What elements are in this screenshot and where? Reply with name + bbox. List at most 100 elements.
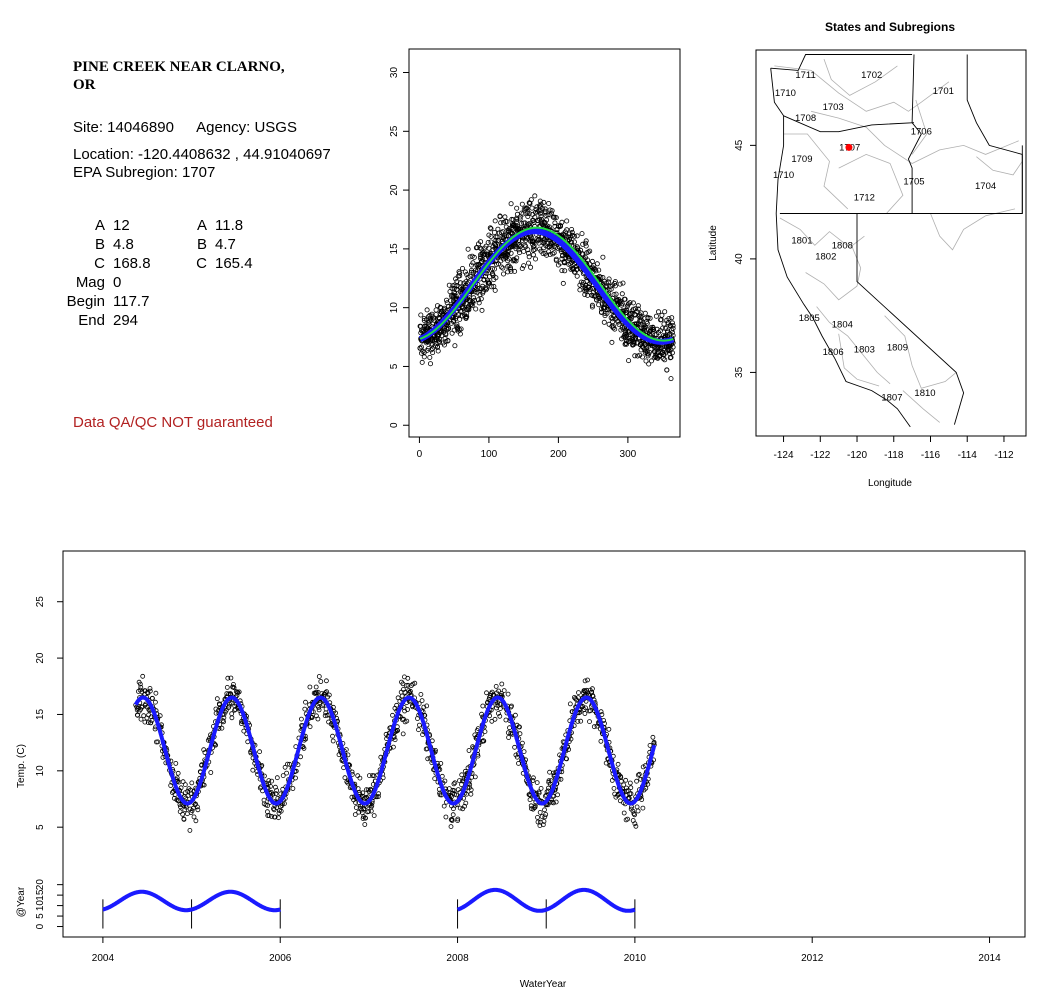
data-point [596, 293, 602, 299]
state-boundary [907, 54, 922, 214]
data-point [644, 348, 650, 354]
data-point [435, 303, 441, 309]
data-point [316, 674, 322, 679]
data-point [506, 735, 512, 740]
data-point [611, 785, 617, 791]
data-point [175, 770, 181, 776]
data-point [307, 724, 313, 730]
data-point [147, 688, 153, 694]
y-tick-label: 25 [389, 125, 400, 137]
data-point [587, 281, 593, 287]
data-point [537, 809, 543, 815]
y-tick-label: 45 [734, 139, 745, 151]
data-point [657, 353, 663, 359]
station-title: PINE CREEK NEAR CLARNO, OR [73, 58, 285, 94]
data-point [303, 736, 309, 742]
data-point [190, 805, 196, 811]
data-point [448, 298, 454, 304]
data-point [481, 276, 487, 282]
data-point [525, 250, 531, 256]
data-point [610, 323, 616, 329]
data-point [418, 312, 424, 318]
data-point [202, 750, 208, 755]
data-point [489, 271, 495, 277]
data-point [492, 266, 498, 272]
data-point [168, 783, 174, 788]
data-point [228, 675, 234, 681]
data-point [430, 338, 436, 344]
data-point [566, 237, 572, 243]
param-row: End 294 [57, 311, 295, 330]
data-point [138, 684, 144, 690]
data-point [426, 321, 432, 327]
data-point [428, 361, 434, 367]
y-tick-label: 5 [35, 824, 46, 830]
data-point [526, 254, 532, 260]
map-plot-frame [755, 49, 1027, 437]
data-point [505, 263, 511, 269]
data-point [546, 200, 552, 206]
data-point [497, 706, 503, 712]
data-point [419, 359, 425, 365]
data-point [465, 246, 471, 252]
data-point [529, 205, 535, 211]
data-point [566, 231, 572, 237]
data-point [293, 775, 298, 781]
data-point [455, 328, 461, 334]
data-point [632, 353, 638, 359]
data-point [500, 271, 506, 277]
state-boundary [966, 54, 1023, 155]
timeseries-axes: 5 10 15 20 25 [35, 596, 63, 830]
data-point [531, 243, 537, 249]
data-point [442, 335, 448, 341]
param-v1: 294 [113, 312, 139, 329]
data-point [537, 823, 543, 829]
data-point [654, 355, 660, 361]
data-point [219, 725, 225, 731]
data-point [624, 304, 630, 310]
data-point [468, 301, 474, 307]
state-boundary [770, 68, 785, 214]
data-point [527, 200, 533, 206]
data-point [560, 253, 566, 259]
subregion-label: 1806 [823, 347, 844, 358]
timeseries-points [133, 673, 657, 833]
data-point [489, 689, 495, 695]
data-point [480, 283, 486, 289]
data-point [505, 691, 511, 697]
data-point [505, 232, 511, 238]
data-point [494, 234, 500, 240]
data-point [487, 280, 493, 286]
data-point [623, 341, 629, 347]
data-point [257, 749, 263, 755]
data-point [484, 690, 489, 696]
param-v1: 117.7 [113, 293, 150, 310]
data-point [602, 310, 608, 316]
data-point [567, 261, 573, 267]
data-point [276, 815, 281, 821]
data-point [609, 777, 615, 783]
data-point [637, 342, 643, 348]
data-point [476, 297, 482, 303]
data-point [185, 793, 191, 799]
data-point [448, 824, 454, 830]
data-point [478, 296, 484, 302]
data-point [519, 265, 525, 271]
data-point [214, 696, 220, 702]
data-point [493, 275, 499, 281]
param-row: A 12 A 11.8 [57, 216, 295, 235]
data-point [404, 718, 410, 724]
data-point [280, 773, 286, 779]
data-point [664, 333, 670, 339]
data-point [479, 307, 485, 313]
data-point [534, 204, 540, 210]
data-point [510, 222, 516, 228]
data-point [630, 808, 636, 814]
data-point [524, 211, 530, 217]
data-point [432, 343, 438, 349]
data-point [609, 339, 615, 345]
data-point [651, 739, 657, 745]
param-label2 [193, 273, 215, 292]
data-point [531, 775, 536, 781]
data-point [566, 747, 571, 752]
